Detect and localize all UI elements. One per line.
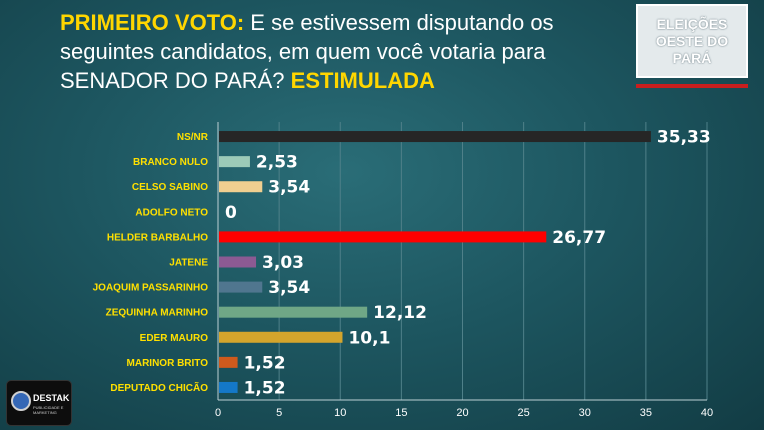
value-label: 2,53: [256, 153, 298, 173]
badge-text: ELEIÇÕES OESTE DO PARÁ: [655, 15, 729, 66]
category-label: JOAQUIM PASSARINHO: [93, 283, 209, 294]
category-label: DEPUTADO CHICÃO: [110, 381, 208, 394]
value-label: 1,52: [244, 353, 286, 373]
value-label: 1,52: [244, 378, 286, 398]
category-label: CELSO SABINO: [132, 182, 208, 193]
logo-name: DESTAK: [33, 393, 70, 403]
bar: [219, 381, 238, 393]
category-label: MARINOR BRITO: [127, 358, 209, 369]
category-label: NS/NR: [177, 132, 209, 143]
bar: [219, 231, 547, 243]
value-label: 0: [225, 203, 237, 223]
category-label: JATENE: [169, 258, 208, 269]
value-label: 12,12: [373, 303, 427, 323]
category-label: EDER MAURO: [140, 333, 209, 344]
x-tick-label: 10: [334, 407, 346, 419]
title-question: E se estivessem disputando os seguintes …: [60, 10, 554, 93]
value-label: 3,54: [268, 278, 310, 298]
value-label: 26,77: [552, 228, 606, 248]
bar: [219, 306, 368, 318]
bar: [219, 156, 250, 168]
category-label: HELDER BARBALHO: [107, 232, 208, 243]
badge-accent-strip: [636, 84, 748, 88]
bar: [219, 331, 343, 343]
bar: [219, 181, 263, 193]
x-tick-label: 35: [640, 407, 652, 419]
x-tick-label: 15: [395, 407, 407, 419]
value-label: 10,1: [348, 328, 390, 348]
category-label: BRANCO NULO: [133, 157, 208, 168]
x-tick-label: 40: [701, 407, 713, 419]
title-highlight: PRIMEIRO VOTO:: [60, 10, 245, 35]
logo-tagline: PUBLICIDADE E MARKETING: [33, 405, 64, 415]
x-tick-label: 0: [215, 407, 221, 419]
value-label: 35,33: [657, 128, 711, 148]
value-label: 3,54: [268, 178, 310, 198]
destak-logo: DESTAK PUBLICIDADE E MARKETING: [6, 380, 72, 426]
x-tick-label: 5: [276, 407, 282, 419]
title-tag: ESTIMULADA: [290, 68, 435, 93]
x-tick-label: 30: [579, 407, 591, 419]
chart-title: PRIMEIRO VOTO: E se estivessem disputand…: [60, 8, 620, 95]
value-label: 3,03: [262, 253, 304, 273]
category-label: ADOLFO NETO: [135, 207, 208, 218]
category-label: ZEQUINHA MARINHO: [106, 308, 209, 319]
bar: [219, 256, 257, 268]
elections-badge: ELEIÇÕES OESTE DO PARÁ: [636, 4, 748, 78]
logo-mark-icon: [11, 391, 31, 411]
x-tick-label: 20: [456, 407, 468, 419]
bar: [219, 131, 651, 143]
bar: [219, 281, 263, 293]
x-tick-label: 25: [518, 407, 530, 419]
bar: [219, 356, 238, 368]
